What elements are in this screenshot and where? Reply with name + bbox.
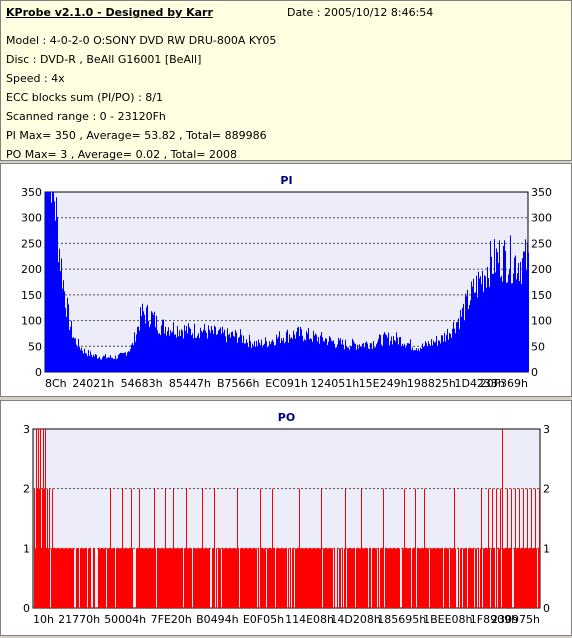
y-tick-label-right: 250	[531, 237, 552, 250]
x-tick-label: 7FE20h	[151, 613, 192, 626]
y-tick-label-right: 350	[531, 186, 552, 199]
x-tick-label: 185695h	[377, 613, 426, 626]
y-tick-label-left: 0	[23, 602, 30, 615]
y-tick-label-left: 0	[35, 366, 42, 379]
pi-series-spikes	[45, 192, 529, 372]
x-tick-label: 114E08h	[285, 613, 334, 626]
y-tick-label-right: 100	[531, 315, 552, 328]
y-tick-label-left: 150	[21, 289, 42, 302]
disc-line: Disc : DVD-R , BeAll G16001 [BeAll]	[6, 53, 202, 66]
x-tick-label: EC091h	[265, 377, 308, 390]
y-tick-label-right: 2	[543, 483, 550, 496]
x-tick-label: 124051h	[310, 377, 359, 390]
po-bars-level-2	[34, 488, 540, 608]
y-tick-label-left: 350	[21, 186, 42, 199]
x-tick-label: 10h	[33, 613, 54, 626]
ecc-line: ECC blocks sum (PI/PO) : 8/1	[6, 91, 163, 104]
y-tick-label-left: 100	[21, 315, 42, 328]
x-tick-label: 21770h	[58, 613, 100, 626]
x-tick-label: 8Ch	[45, 377, 67, 390]
y-tick-label-right: 0	[543, 602, 550, 615]
x-tick-label: 50004h	[104, 613, 146, 626]
x-tick-label: 85447h	[169, 377, 211, 390]
x-tick-label: 54683h	[121, 377, 163, 390]
po-chart-panel: PO 0 0 1 1 2 2 3 3 10h 21770h 50004h 7FE20h B0494h E0F…	[0, 400, 572, 636]
y-tick-label-right: 200	[531, 263, 552, 276]
y-tick-label-left: 50	[28, 340, 42, 353]
y-tick-label-right: 0	[531, 366, 538, 379]
speed-line: Speed : 4x	[6, 72, 65, 85]
x-tick-label: 24021h	[72, 377, 114, 390]
y-tick-label-right: 300	[531, 212, 552, 225]
x-tick-label: 14D208h	[330, 613, 380, 626]
x-tick-label: 20F369h	[480, 377, 528, 390]
x-tick-label: B0494h	[196, 613, 239, 626]
y-tick-label-left: 250	[21, 237, 42, 250]
y-tick-label-right: 1	[543, 542, 550, 555]
x-tick-label: 198825h	[407, 377, 456, 390]
x-tick-label: B7566h	[217, 377, 260, 390]
pi-summary-line: PI Max= 350 , Average= 53.82 , Total= 88…	[6, 129, 267, 142]
x-tick-label: E0F05h	[243, 613, 284, 626]
y-tick-label-left: 2	[23, 483, 30, 496]
x-tick-label: 1D4233h	[454, 377, 504, 390]
range-line: Scanned range : 0 - 23120Fh	[6, 110, 166, 123]
app-title: KProbe v2.1.0 - Designed by Karr	[6, 6, 213, 19]
info-panel: KProbe v2.1.0 - Designed by Karr Date : …	[0, 0, 572, 161]
pi-chart: PI 0 0 50 50 100 100 150 150 200 200 250 250 300 300 35…	[21, 174, 552, 390]
model-line: Model : 4-0-2-0 O:SONY DVD RW DRU-800A K…	[6, 34, 277, 47]
y-tick-label-right: 3	[543, 423, 550, 436]
x-tick-label: 230975h	[491, 613, 540, 626]
y-tick-label-right: 50	[531, 340, 545, 353]
scan-date: Date : 2005/10/12 8:46:54	[287, 6, 434, 19]
x-tick-label: 15E249h	[359, 377, 408, 390]
x-tick-label: 1F8909h	[470, 613, 518, 626]
po-chart: PO 0 0 1 1 2 2 3 3 10h 21770h 50004h 7FE20h B0494h E0F…	[23, 411, 550, 626]
y-tick-label-left: 300	[21, 212, 42, 225]
x-tick-label: 1BEE08h	[423, 613, 472, 626]
chart-title: PO	[278, 411, 295, 424]
y-tick-label-left: 200	[21, 263, 42, 276]
y-tick-label-left: 1	[23, 542, 30, 555]
po-summary-line: PO Max= 3 , Average= 0.02 , Total= 2008	[6, 148, 237, 161]
y-tick-label-right: 150	[531, 289, 552, 302]
pi-chart-panel: PI 0 0 50 50 100 100 150 150 200 200 250 250 300 300 35…	[0, 163, 572, 397]
chart-title: PI	[280, 174, 292, 187]
po-bars-level-3	[36, 429, 503, 608]
y-tick-label-left: 3	[23, 423, 30, 436]
